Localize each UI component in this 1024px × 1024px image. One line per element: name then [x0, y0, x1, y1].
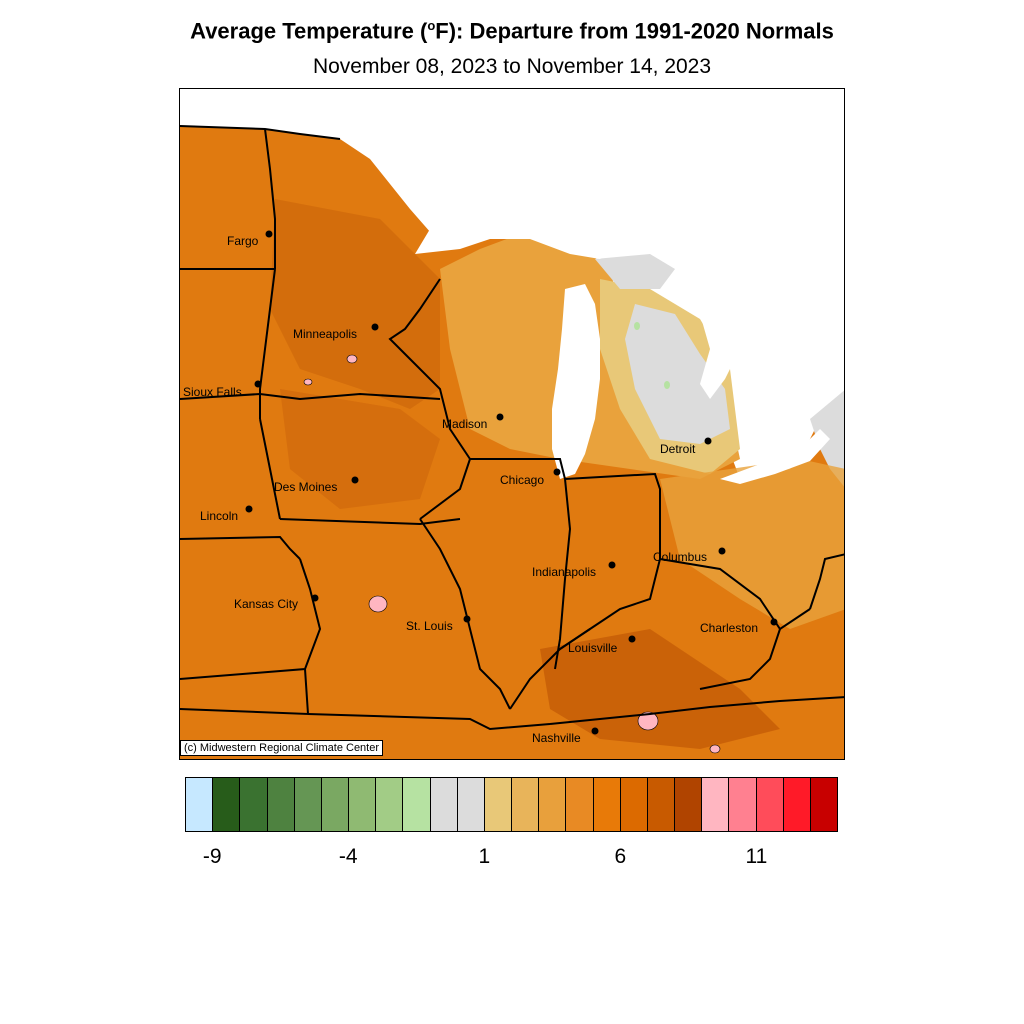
city-label-fargo: Fargo — [227, 234, 259, 248]
legend-swatch-10 — [457, 778, 485, 831]
city-dot-minneapolis — [371, 323, 379, 331]
legend-swatch-7 — [376, 778, 404, 831]
title-degree-sup: o — [427, 18, 436, 33]
city-label-nashville: Nashville — [532, 731, 581, 745]
green-spot-2 — [664, 381, 670, 389]
city-dot-detroit — [704, 437, 712, 445]
dark-region-west — [270, 199, 440, 409]
hotspot-missouri — [368, 595, 388, 613]
city-dot-columbus — [718, 547, 726, 555]
gray-region-mi — [625, 304, 730, 444]
legend-swatch-23 — [810, 778, 838, 831]
lake-huron — [680, 264, 740, 399]
hotspot-nc — [709, 744, 721, 754]
legend-tick-label: 11 — [745, 845, 768, 868]
state-borders — [180, 125, 844, 731]
green-spot-1 — [634, 322, 640, 330]
title-rest: F): Departure from 1991-2020 Normals — [435, 18, 834, 44]
title-main: Average Temperature ( — [190, 18, 428, 44]
city-dot-chicago — [553, 468, 561, 476]
legend-swatch-14 — [566, 778, 594, 831]
hotspot-minnesota — [346, 354, 358, 364]
dark-region-mid — [280, 389, 440, 509]
legend-swatch-16 — [620, 778, 648, 831]
legend-swatch-17 — [647, 778, 676, 831]
hotspot-tennessee — [637, 711, 659, 731]
light-region-ohio — [660, 459, 844, 629]
temperature-map: Fargo Minneapolis Sioux Falls Madison De… — [180, 89, 844, 759]
city-label-sioux-falls: Sioux Falls — [183, 385, 242, 399]
hotspot-sd — [303, 378, 313, 386]
legend-swatch-9 — [430, 778, 458, 831]
legend-swatch-22 — [783, 778, 811, 831]
legend-tick-label: 1 — [478, 845, 491, 868]
city-dot-louisville — [628, 635, 636, 643]
legend-tick-label: -4 — [338, 845, 358, 868]
map-subtitle: November 08, 2023 to November 14, 2023 — [312, 55, 712, 78]
city-label-charleston: Charleston — [700, 621, 758, 635]
legend-swatch-0 — [186, 778, 214, 831]
city-label-lincoln: Lincoln — [200, 509, 238, 523]
map-frame: Fargo Minneapolis Sioux Falls Madison De… — [179, 88, 845, 760]
lake-superior — [415, 207, 620, 259]
city-dot-lincoln — [245, 505, 253, 513]
legend-swatch-11 — [484, 778, 513, 831]
city-label-st-louis: St. Louis — [406, 619, 453, 633]
city-label-columbus: Columbus — [653, 550, 707, 564]
legend-swatch-18 — [675, 778, 703, 831]
city-dot-kansas-city — [311, 594, 319, 602]
legend-swatch-5 — [321, 778, 350, 831]
city-dot-nashville — [591, 727, 599, 735]
map-title: Average Temperature (oF): Departure from… — [0, 18, 1024, 44]
city-dot-fargo — [265, 230, 273, 238]
legend-swatch-12 — [512, 778, 540, 831]
city-label-louisville: Louisville — [568, 641, 618, 655]
legend-swatch-19 — [702, 778, 730, 831]
copyright-notice: (c) Midwestern Regional Climate Center — [180, 740, 384, 756]
city-label-kansas-city: Kansas City — [234, 597, 298, 611]
legend-swatch-6 — [349, 778, 377, 831]
city-dot-st-louis — [463, 615, 471, 623]
legend-swatch-3 — [267, 778, 295, 831]
gray-region-up — [595, 254, 675, 289]
color-legend — [185, 777, 838, 832]
city-label-des-moines: Des Moines — [274, 480, 337, 494]
legend-swatch-4 — [294, 778, 322, 831]
city-dot-charleston — [770, 618, 778, 626]
legend-swatch-20 — [729, 778, 757, 831]
lake-michigan — [552, 284, 600, 479]
legend-tick-label: 6 — [614, 845, 627, 868]
legend-swatch-8 — [403, 778, 431, 831]
city-dots — [245, 230, 778, 735]
legend-swatch-21 — [756, 778, 784, 831]
city-dot-indianapolis — [608, 561, 616, 569]
canada-area — [180, 89, 844, 479]
city-label-minneapolis: Minneapolis — [293, 327, 357, 341]
city-label-indianapolis: Indianapolis — [532, 565, 596, 579]
city-dot-madison — [496, 413, 504, 421]
city-label-madison: Madison — [442, 417, 487, 431]
legend-swatch-13 — [539, 778, 567, 831]
city-label-chicago: Chicago — [500, 473, 544, 487]
legend-swatch-2 — [240, 778, 268, 831]
legend-swatch-15 — [593, 778, 621, 831]
legend-tick-label: -9 — [202, 845, 222, 868]
city-label-detroit: Detroit — [660, 442, 696, 456]
city-dot-des-moines — [351, 476, 359, 484]
lake-erie — [720, 429, 830, 484]
city-dot-sioux-falls — [254, 380, 262, 388]
legend-swatch-1 — [213, 778, 241, 831]
